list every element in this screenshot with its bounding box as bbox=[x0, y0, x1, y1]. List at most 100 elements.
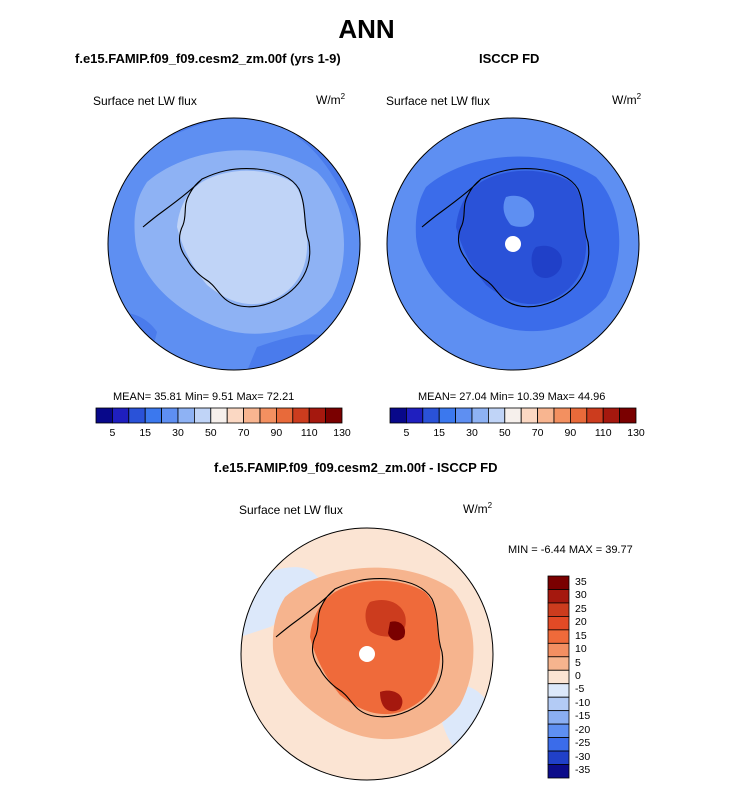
model-variable-label: Surface net LW flux bbox=[93, 94, 197, 108]
colorbar-swatch bbox=[438, 407, 457, 424]
diff-continent-field bbox=[310, 580, 441, 715]
colorbar-tick-label: 90 bbox=[270, 427, 283, 439]
colorbar-swatch bbox=[619, 407, 637, 424]
colorbar-swatch bbox=[547, 629, 570, 644]
colorbar-tick-label: 130 bbox=[333, 427, 351, 439]
colorbar-tick-label: -25 bbox=[575, 737, 591, 750]
colorbar-tick-label: -35 bbox=[575, 764, 591, 777]
colorbar-swatch bbox=[520, 407, 538, 424]
obs-continent-patch bbox=[531, 245, 562, 279]
colorbar-swatch bbox=[602, 407, 620, 424]
colorbar-swatch bbox=[547, 750, 570, 765]
diff-stats: MIN = -6.44 MAX = 39.77 bbox=[508, 544, 633, 556]
diff-variable-label: Surface net LW flux bbox=[239, 503, 343, 517]
page-title: ANN bbox=[338, 14, 395, 44]
colorbar-tick-label: -10 bbox=[575, 696, 591, 709]
colorbar-swatch bbox=[569, 407, 588, 424]
colorbar-swatch bbox=[547, 575, 570, 590]
colorbar-tick-label: -20 bbox=[575, 723, 591, 736]
colorbar-tick-label: 15 bbox=[139, 427, 152, 439]
colorbar-tick-label: 20 bbox=[575, 616, 587, 629]
colorbar-swatch bbox=[455, 407, 473, 424]
diff-polar-map bbox=[240, 527, 494, 781]
model-units-label: W/m2 bbox=[316, 92, 346, 107]
diff-coastline bbox=[275, 578, 444, 718]
colorbar-swatch bbox=[144, 407, 163, 424]
colorbar-swatch bbox=[547, 642, 570, 658]
colorbar-tick-label: 50 bbox=[204, 427, 217, 439]
colorbar-tick-label: 0 bbox=[575, 670, 581, 682]
colorbar-swatch bbox=[547, 616, 570, 631]
colorbar-swatch bbox=[553, 407, 571, 424]
colorbar-swatch bbox=[547, 683, 570, 698]
colorbar-tick-label: 5 bbox=[109, 427, 116, 439]
colorbar-swatch bbox=[95, 407, 113, 424]
model-polar-map bbox=[107, 117, 361, 371]
colorbar-swatch bbox=[292, 407, 310, 424]
colorbar-tick-label: 70 bbox=[531, 427, 544, 439]
colorbar-swatch bbox=[210, 407, 228, 424]
colorbar-tick-label: 5 bbox=[403, 427, 410, 439]
colorbar-tick-label: 15 bbox=[575, 629, 587, 642]
colorbar-swatch bbox=[547, 669, 570, 685]
obs-units-label: W/m2 bbox=[612, 92, 642, 107]
colorbar-swatch bbox=[177, 407, 195, 424]
model-panel-title: f.e15.FAMIP.f09_f09.cesm2_zm.00f (yrs 1-… bbox=[75, 51, 341, 66]
colorbar-swatch bbox=[128, 407, 146, 424]
colorbar-swatch bbox=[308, 407, 326, 424]
colorbar-swatch bbox=[488, 407, 506, 424]
colorbar-swatch bbox=[259, 407, 277, 424]
colorbar-swatch bbox=[325, 407, 343, 424]
colorbar-swatch bbox=[471, 407, 489, 424]
colorbar-swatch bbox=[504, 407, 522, 424]
colorbar-tick-label: 130 bbox=[627, 427, 645, 439]
colorbar-tick-label: 90 bbox=[564, 427, 577, 439]
diff-panel-title: f.e15.FAMIP.f09_f09.cesm2_zm.00f - ISCCP… bbox=[214, 460, 498, 475]
colorbar-swatch bbox=[537, 407, 555, 424]
obs-colorbar bbox=[389, 407, 637, 424]
colorbar-tick-label: 10 bbox=[575, 643, 587, 656]
model-stats: MEAN= 35.81 Min= 9.51 Max= 72.21 bbox=[113, 391, 295, 403]
colorbar-tick-label: -15 bbox=[575, 710, 591, 723]
colorbar-swatch bbox=[547, 656, 570, 671]
diff-units-label: W/m2 bbox=[463, 501, 493, 516]
colorbar-tick-label: 110 bbox=[594, 427, 612, 439]
colorbar-tick-label: 30 bbox=[575, 589, 587, 602]
colorbar-swatch bbox=[194, 407, 212, 424]
obs-continent-patch bbox=[503, 195, 535, 227]
colorbar-tick-label: 35 bbox=[575, 575, 587, 588]
obs-stats: MEAN= 27.04 Min= 10.39 Max= 44.96 bbox=[418, 391, 606, 403]
colorbar-tick-label: 15 bbox=[433, 427, 446, 439]
colorbar-swatch bbox=[389, 407, 407, 424]
diff-continent-patch bbox=[380, 690, 403, 712]
diff-continent-patch bbox=[388, 621, 406, 641]
diff-colorbar bbox=[547, 575, 570, 779]
obs-polar-map bbox=[386, 117, 640, 371]
obs-pole-hole bbox=[505, 236, 521, 252]
colorbar-swatch bbox=[111, 407, 130, 424]
colorbar-tick-label: 110 bbox=[300, 427, 318, 439]
colorbar-swatch bbox=[547, 602, 570, 617]
obs-coastline bbox=[421, 168, 590, 308]
colorbar-swatch bbox=[243, 407, 261, 424]
colorbar-swatch bbox=[226, 407, 244, 424]
colorbar-swatch bbox=[161, 407, 179, 424]
colorbar-tick-label: 25 bbox=[575, 602, 587, 615]
diff-pole-hole bbox=[359, 646, 375, 662]
obs-variable-label: Surface net LW flux bbox=[386, 94, 490, 108]
colorbar-swatch bbox=[586, 407, 604, 424]
colorbar-swatch bbox=[547, 589, 570, 604]
colorbar-tick-label: 50 bbox=[498, 427, 511, 439]
colorbar-tick-label: -5 bbox=[575, 683, 585, 696]
colorbar-tick-label: 30 bbox=[172, 427, 184, 439]
colorbar-swatch bbox=[547, 764, 570, 779]
model-colorbar bbox=[95, 407, 343, 424]
obs-panel-title: ISCCP FD bbox=[479, 51, 540, 66]
colorbar-swatch bbox=[547, 696, 570, 712]
colorbar-tick-label: -30 bbox=[575, 750, 591, 763]
colorbar-swatch bbox=[547, 723, 570, 738]
colorbar-swatch bbox=[275, 407, 294, 424]
colorbar-tick-label: 70 bbox=[237, 427, 250, 439]
model-coastline bbox=[142, 168, 311, 308]
colorbar-swatch bbox=[405, 407, 424, 424]
